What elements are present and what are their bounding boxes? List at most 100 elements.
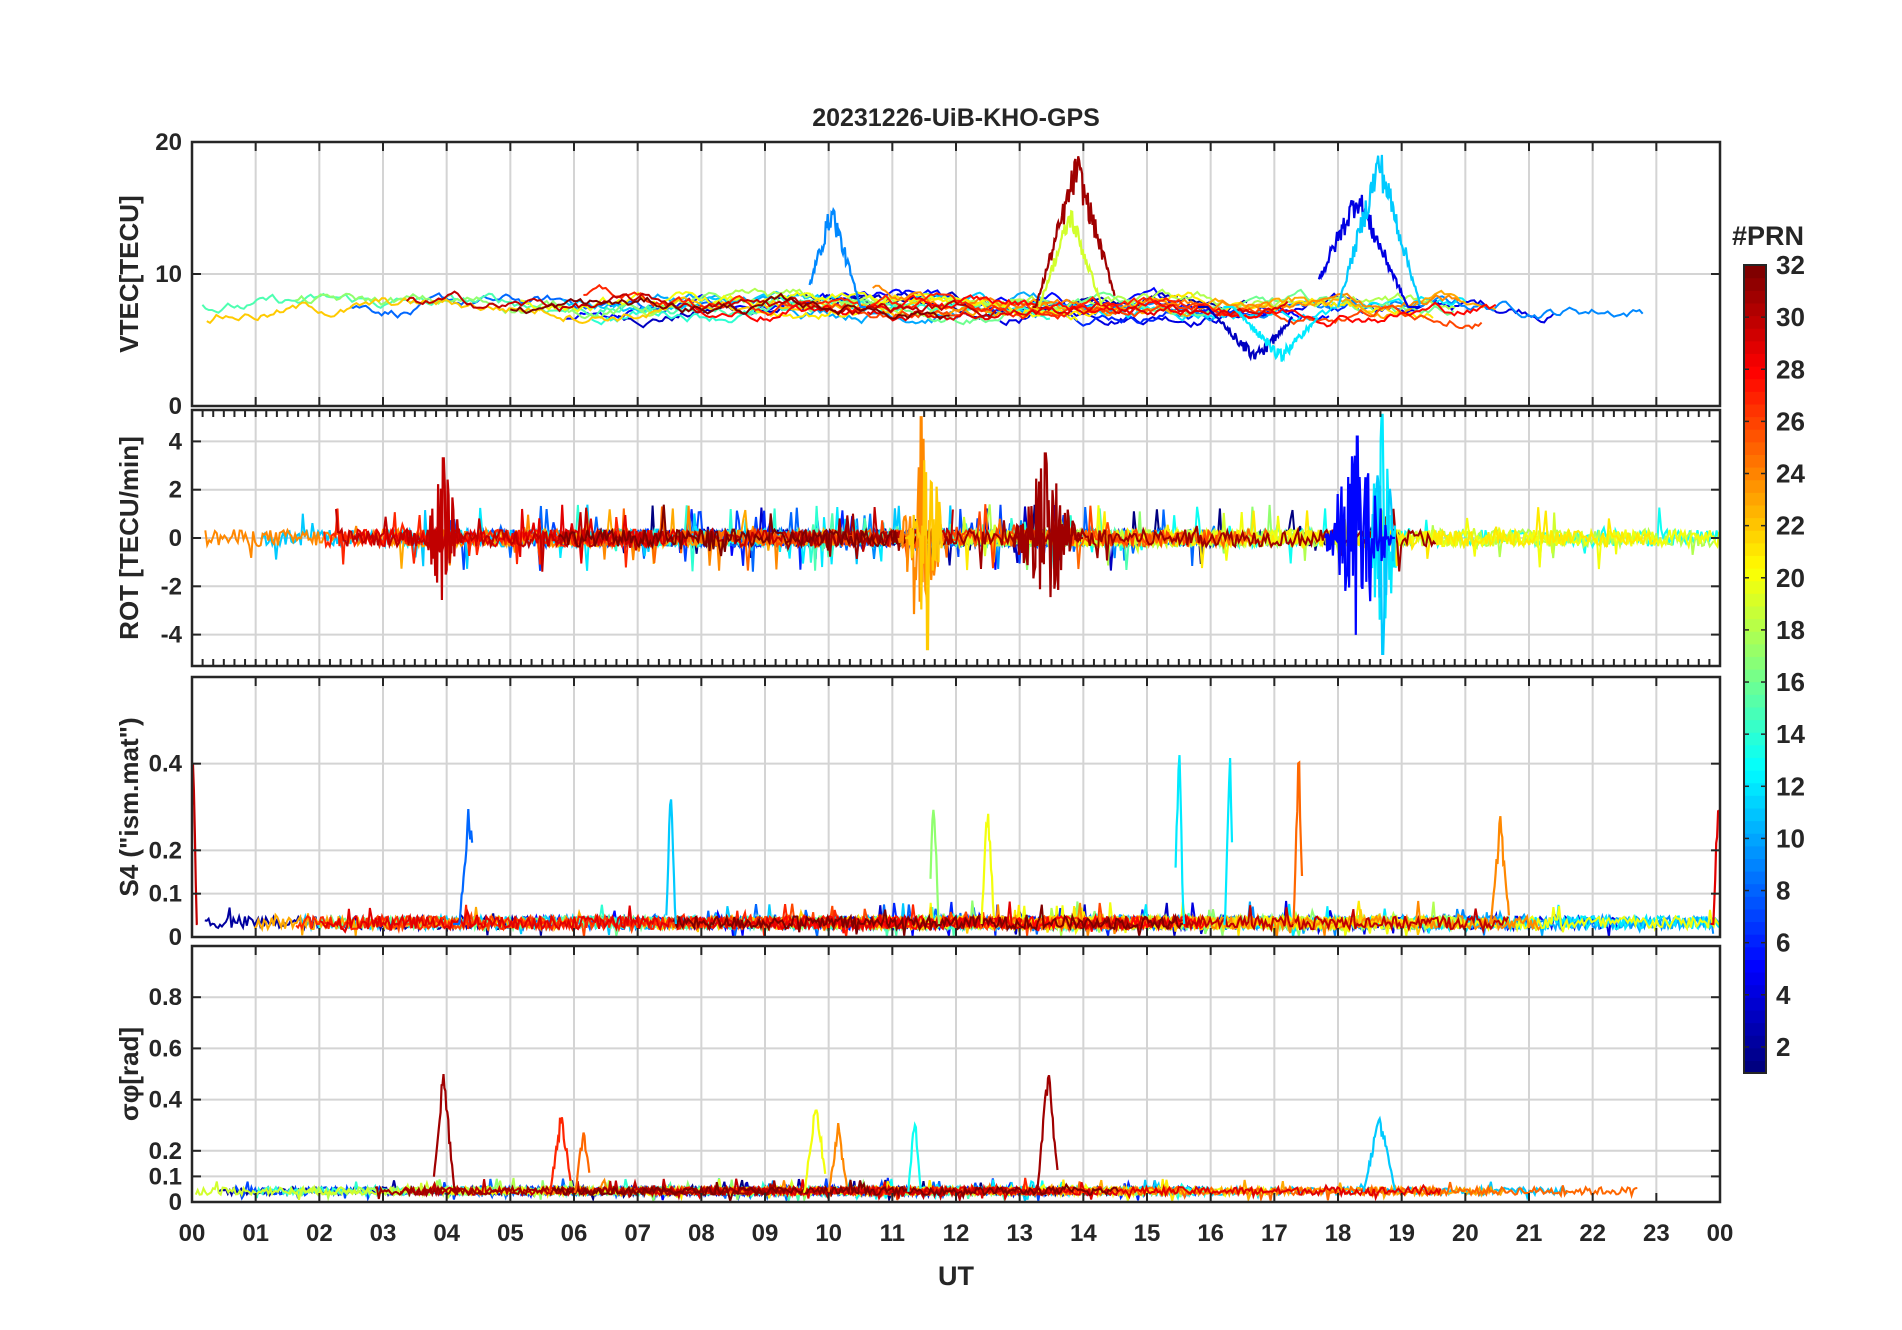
colorbar-segment xyxy=(1744,1060,1766,1074)
y-tick-label: -4 xyxy=(161,622,183,649)
x-axis-label: UT xyxy=(938,1261,974,1291)
burst-line-prn-11 xyxy=(1362,1115,1397,1193)
x-tick-label: 07 xyxy=(624,1220,651,1247)
colorbar-segment xyxy=(1744,492,1766,506)
colorbar-segment xyxy=(1744,782,1766,796)
colorbar-segment xyxy=(1744,883,1766,897)
series-line-prn-29 xyxy=(319,901,1023,934)
colorbar-segment xyxy=(1744,959,1766,973)
colorbar-tick-label: 14 xyxy=(1776,719,1805,749)
colorbar-segment xyxy=(1744,858,1766,872)
colorbar-tick-label: 2 xyxy=(1776,1032,1790,1062)
burst-line-prn-19 xyxy=(1037,209,1103,308)
y-tick-label: -2 xyxy=(161,573,182,600)
colorbar-segment xyxy=(1744,694,1766,708)
colorbar-segment xyxy=(1744,605,1766,620)
x-tick-label: 16 xyxy=(1197,1220,1224,1247)
y-tick-label: 2 xyxy=(169,477,182,504)
y-tick-label: 0.1 xyxy=(149,881,182,908)
x-tick-label: 22 xyxy=(1579,1220,1606,1247)
burst-line-prn-22 xyxy=(905,460,944,651)
y-tick-label: 0.4 xyxy=(149,751,183,778)
colorbar-tick-label: 12 xyxy=(1776,771,1805,801)
burst-line-prn-24 xyxy=(1489,816,1510,925)
x-tick-label: 19 xyxy=(1388,1220,1415,1247)
burst-line-prn-8 xyxy=(453,809,474,926)
burst-line-prn-31 xyxy=(1032,156,1116,309)
x-tick-label: 08 xyxy=(688,1220,715,1247)
series-group xyxy=(194,1073,1638,1202)
series-line-prn-30 xyxy=(405,290,997,319)
colorbar-segment xyxy=(1744,517,1766,531)
x-tick-label: 04 xyxy=(433,1220,460,1247)
burst-line-prn-4 xyxy=(1317,194,1421,309)
colorbar-segment xyxy=(1744,391,1766,405)
burst-line-prn-27 xyxy=(548,1117,572,1193)
ylabel-vtec: VTEC[TECU] xyxy=(114,195,144,352)
colorbar-tick-label: 20 xyxy=(1776,563,1805,593)
colorbar-segment xyxy=(1744,568,1766,582)
colorbar-segment xyxy=(1744,1047,1766,1061)
y-tick-label: 0.6 xyxy=(149,1035,182,1062)
colorbar-segment xyxy=(1744,277,1766,291)
series-line-prn-24 xyxy=(872,284,1460,314)
burst-line-prn-29 xyxy=(1710,809,1720,926)
colorbar-segment xyxy=(1744,479,1766,493)
colorbar-segment xyxy=(1744,580,1766,594)
x-tick-label: 02 xyxy=(306,1220,333,1247)
y-tick-label: 4 xyxy=(169,428,183,455)
y-tick-label: 0.2 xyxy=(149,1138,182,1165)
colorbar-segment xyxy=(1744,618,1766,632)
burst-line-prn-20 xyxy=(803,1109,827,1193)
colorbar-segment xyxy=(1744,656,1766,670)
x-tick-label: 11 xyxy=(880,1220,905,1247)
series-line-prn-32 xyxy=(510,292,950,321)
colorbar-segment xyxy=(1744,353,1766,367)
colorbar-segment xyxy=(1744,542,1766,556)
colorbar-segment xyxy=(1744,429,1766,443)
colorbar-title: #PRN xyxy=(1732,221,1804,251)
ylabel-rot: ROT [TECU/min] xyxy=(114,436,144,640)
burst-line-prn-25 xyxy=(1292,760,1304,925)
series-line-prn-28 xyxy=(689,294,1497,328)
colorbar-segment xyxy=(1744,1022,1766,1036)
y-tick-label: 20 xyxy=(155,129,182,156)
x-tick-label: 05 xyxy=(497,1220,524,1247)
x-tick-label: 21 xyxy=(1516,1220,1543,1247)
colorbar-tick-label: 24 xyxy=(1776,459,1805,489)
colorbar-segment xyxy=(1744,593,1766,607)
burst-line-prn-5 xyxy=(1324,435,1395,635)
colorbar-segment xyxy=(1744,504,1766,519)
burst-line-prn-13 xyxy=(907,1121,922,1192)
colorbar-segment xyxy=(1744,807,1766,822)
burst-line-prn-20 xyxy=(980,813,995,925)
x-tick-label: 15 xyxy=(1134,1220,1161,1247)
series-group xyxy=(204,413,1720,656)
colorbar-segment xyxy=(1744,530,1766,544)
colorbar-tick-label: 6 xyxy=(1776,928,1790,958)
x-tick-label: 12 xyxy=(943,1220,970,1247)
x-tick-label: 00 xyxy=(1707,1220,1734,1247)
colorbar-tick-label: 8 xyxy=(1776,876,1790,906)
colorbar-tick-label: 10 xyxy=(1776,823,1805,853)
colorbar-segment xyxy=(1744,340,1766,354)
x-tick-label: 14 xyxy=(1070,1220,1097,1247)
series-line-prn-22 xyxy=(206,296,921,325)
colorbar-segment xyxy=(1744,934,1766,948)
y-tick-label: 10 xyxy=(155,261,182,288)
colorbar-segment xyxy=(1744,719,1766,733)
burst-line-prn-3 xyxy=(1197,305,1294,362)
panel-rot: -4 -2 0 2 4 xyxy=(161,408,1722,668)
colorbar-segment xyxy=(1744,1009,1766,1024)
y-tick-label: 0 xyxy=(169,393,182,420)
burst-line-prn-12 xyxy=(1174,755,1186,925)
series-line-prn-32 xyxy=(558,504,933,557)
x-tick-label: 18 xyxy=(1325,1220,1352,1247)
burst-line-prn-31 xyxy=(432,1073,456,1193)
colorbar-segment xyxy=(1744,744,1766,758)
colorbar-segment xyxy=(1744,908,1766,923)
x-tick-label: 20 xyxy=(1452,1220,1479,1247)
colorbar-segment xyxy=(1744,732,1766,746)
x-tick-label: 03 xyxy=(370,1220,397,1247)
